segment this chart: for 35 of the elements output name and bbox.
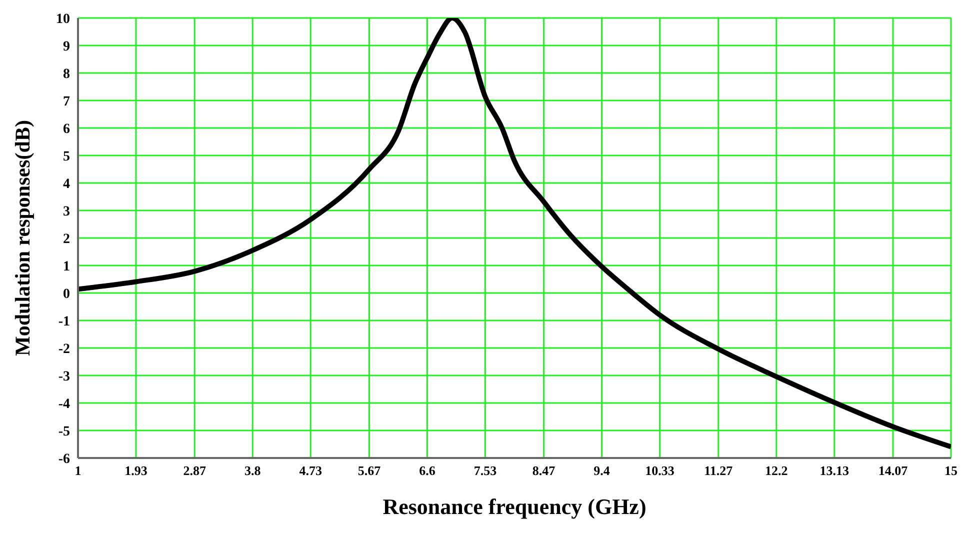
- y-tick-label: 8: [63, 66, 70, 82]
- y-axis-title: Modulation responses(dB): [10, 120, 34, 356]
- x-tick-label: 8.47: [532, 463, 556, 478]
- x-tick-label: 12.2: [765, 463, 788, 478]
- x-tick-label: 13.13: [820, 463, 850, 478]
- y-tick-label: -3: [58, 369, 70, 384]
- x-tick-label: 14.07: [878, 463, 908, 478]
- y-tick-label: -2: [58, 342, 70, 357]
- x-axis-title: Resonance frequency (GHz): [382, 494, 646, 519]
- x-tick-label: 2.87: [183, 463, 206, 478]
- x-tick-label: 6.6: [419, 463, 436, 478]
- y-tick-label: 0: [63, 286, 70, 302]
- y-tick-label: 9: [63, 39, 70, 54]
- y-tick-label: 4: [63, 176, 70, 192]
- x-tick-label: 4.73: [299, 463, 322, 478]
- x-tick-label: 1: [74, 463, 82, 478]
- y-tick-label: -1: [58, 314, 70, 330]
- y-tick-label: -6: [58, 452, 70, 467]
- y-tick-label: -5: [58, 424, 70, 440]
- y-tick-label: 10: [56, 12, 70, 27]
- x-tick-label: 3.8: [244, 463, 262, 478]
- x-tick-label: 7.53: [474, 463, 498, 478]
- x-tick-label: 1.93: [124, 463, 148, 478]
- y-tick-label: 7: [63, 94, 70, 110]
- y-tick-label: 3: [63, 204, 70, 220]
- y-tick-label: 1: [63, 259, 70, 274]
- x-tick-label: 15: [944, 463, 958, 478]
- x-tick-label: 11.27: [704, 463, 734, 478]
- x-tick-label: 9.4: [594, 463, 610, 478]
- x-tick-label: 10.33: [645, 463, 675, 478]
- y-tick-label: -4: [58, 396, 70, 412]
- y-tick-label: 5: [63, 149, 70, 164]
- y-tick-label: 2: [63, 232, 70, 247]
- x-tick-label: 5.67: [358, 463, 382, 478]
- y-tick-label: 6: [63, 122, 70, 137]
